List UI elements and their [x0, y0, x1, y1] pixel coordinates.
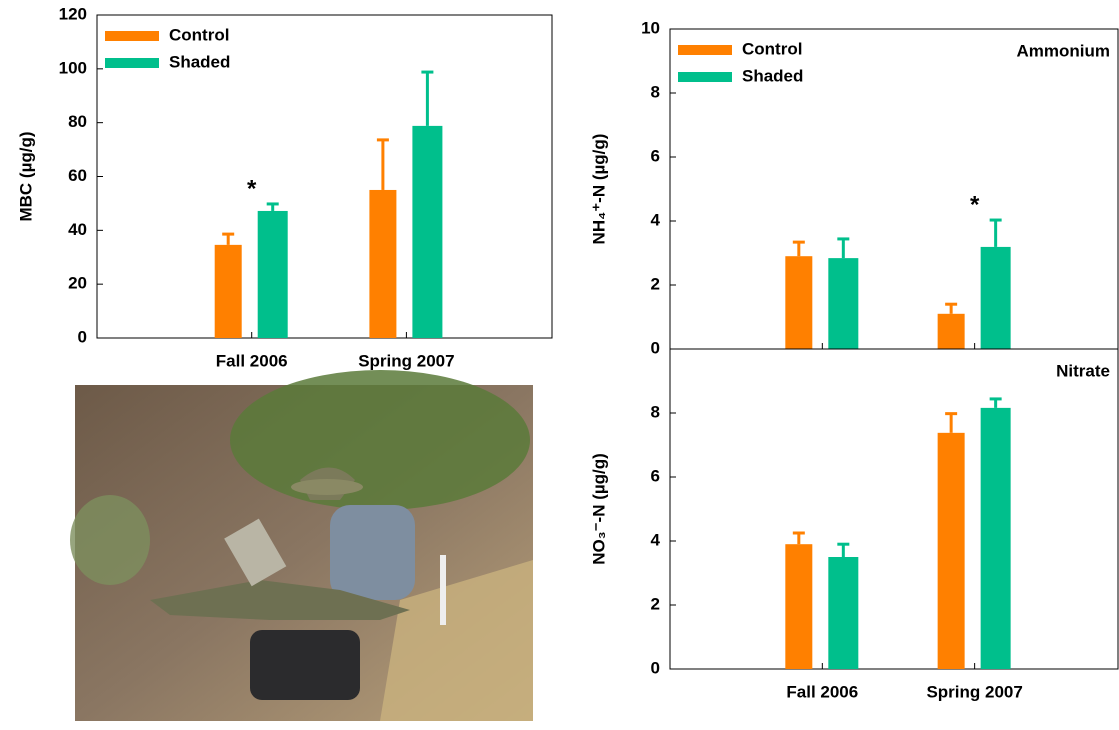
- legend-swatch: [678, 45, 732, 55]
- legend-label: Control: [169, 25, 229, 44]
- y-tick-label: 60: [68, 166, 87, 185]
- y-tick-label: 6: [651, 466, 660, 485]
- bar: [412, 126, 442, 338]
- bar: [785, 256, 812, 349]
- y-tick-label: 80: [68, 112, 87, 131]
- error-bar: [222, 234, 234, 245]
- error-bar: [990, 220, 1002, 247]
- error-bar: [793, 533, 805, 544]
- bar: [938, 433, 965, 669]
- y-tick-label: 20: [68, 274, 87, 293]
- x-tick-label: Spring 2007: [926, 682, 1022, 701]
- error-bar: [945, 304, 957, 314]
- annotation: *: [970, 191, 980, 218]
- annotation: *: [247, 175, 257, 202]
- y-axis-label: MBC (µg/g): [16, 131, 35, 221]
- x-tick-label: Fall 2006: [786, 682, 858, 701]
- error-bar: [377, 140, 389, 190]
- y-axis-label: NO₃⁻-N (µg/g): [589, 453, 608, 565]
- error-bar: [837, 239, 849, 258]
- y-tick-label: 2: [651, 594, 660, 613]
- y-tick-label: 10: [641, 18, 660, 37]
- y-tick-label: 0: [651, 338, 660, 357]
- bar: [258, 211, 288, 338]
- bar: [369, 190, 396, 338]
- x-tick-label: Spring 2007: [358, 351, 454, 370]
- error-bar: [945, 414, 957, 433]
- legend-label: Shaded: [742, 66, 803, 85]
- bar: [828, 258, 858, 349]
- y-tick-label: 8: [651, 402, 660, 421]
- y-tick-label: 4: [651, 210, 661, 229]
- plot-frame: [670, 349, 1118, 669]
- bar: [981, 408, 1011, 669]
- plot-frame: [97, 15, 552, 338]
- error-bar: [793, 242, 805, 256]
- y-tick-label: 120: [59, 4, 87, 23]
- bar: [785, 544, 812, 669]
- y-tick-label: 8: [651, 82, 660, 101]
- y-tick-label: 0: [78, 327, 87, 346]
- y-tick-label: 2: [651, 274, 660, 293]
- error-bar: [990, 399, 1002, 408]
- legend-swatch: [105, 31, 159, 41]
- chart-title: Ammonium: [1017, 41, 1111, 60]
- error-bar: [267, 204, 279, 211]
- figure: 020406080100120MBC (µg/g)Fall 2006Spring…: [0, 0, 1119, 725]
- y-axis-label: NH₄⁺-N (µg/g): [589, 134, 608, 245]
- legend-label: Control: [742, 39, 802, 58]
- legend-label: Shaded: [169, 52, 230, 71]
- y-tick-label: 6: [651, 146, 660, 165]
- bar: [828, 557, 858, 669]
- bar: [981, 247, 1011, 349]
- photo: [70, 370, 533, 721]
- plot-frame: [670, 29, 1118, 349]
- y-tick-label: 4: [651, 530, 661, 549]
- error-bar: [421, 72, 433, 126]
- legend-swatch: [105, 58, 159, 68]
- chart-title: Nitrate: [1056, 361, 1110, 380]
- y-tick-label: 0: [651, 658, 660, 677]
- bar: [215, 245, 242, 338]
- error-bar: [837, 544, 849, 557]
- x-tick-label: Fall 2006: [216, 351, 288, 370]
- legend-swatch: [678, 72, 732, 82]
- y-tick-label: 40: [68, 220, 87, 239]
- y-tick-label: 100: [59, 58, 87, 77]
- bar: [938, 314, 965, 349]
